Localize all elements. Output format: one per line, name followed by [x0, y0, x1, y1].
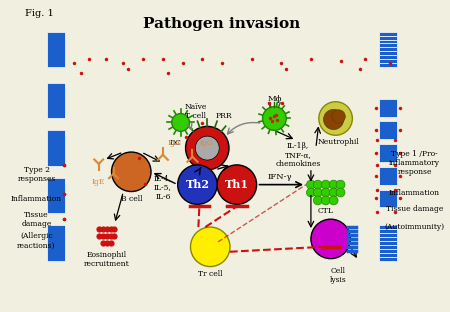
Text: Tissue damage: Tissue damage [386, 205, 443, 213]
Text: (Allergic
reactions): (Allergic reactions) [17, 232, 56, 250]
Text: B cell: B cell [121, 196, 142, 203]
Text: Inflammation: Inflammation [389, 188, 440, 197]
Circle shape [185, 126, 229, 170]
Text: DC: DC [170, 139, 182, 147]
Circle shape [313, 196, 322, 205]
Text: Pathogen invasion: Pathogen invasion [144, 17, 301, 31]
Bar [47, 130, 65, 166]
Text: Cell
lysis: Cell lysis [330, 266, 347, 284]
Bar [379, 225, 397, 261]
Text: Neutrophil: Neutrophil [318, 138, 360, 146]
Circle shape [178, 165, 217, 204]
Circle shape [112, 152, 151, 192]
Bar [379, 167, 397, 185]
Circle shape [336, 188, 345, 197]
Circle shape [311, 219, 351, 259]
Text: Naïve
T cell: Naïve T cell [184, 103, 207, 120]
Text: CTL: CTL [318, 207, 333, 215]
Bar [379, 190, 397, 207]
Circle shape [217, 165, 256, 204]
Text: Th1: Th1 [225, 179, 249, 190]
Circle shape [336, 180, 345, 189]
Circle shape [332, 110, 345, 123]
Circle shape [329, 180, 338, 189]
Text: Tissue
damage: Tissue damage [21, 211, 52, 228]
Text: IgG: IgG [199, 139, 213, 147]
Text: Type 2
responses: Type 2 responses [18, 166, 56, 183]
Bar [47, 178, 65, 213]
Text: IgA: IgA [168, 139, 181, 147]
Circle shape [313, 180, 322, 189]
Circle shape [262, 107, 286, 130]
Circle shape [329, 188, 338, 197]
Text: Th2: Th2 [185, 179, 209, 190]
Text: Type 1 /Pro-
inflammatory
response: Type 1 /Pro- inflammatory response [389, 150, 440, 176]
Bar [379, 144, 397, 162]
Bar [379, 32, 397, 67]
Circle shape [306, 180, 315, 189]
Circle shape [329, 196, 338, 205]
Text: Eosinophil
recruitment: Eosinophil recruitment [84, 251, 130, 268]
Circle shape [321, 180, 330, 189]
Circle shape [321, 188, 330, 197]
Circle shape [306, 188, 315, 197]
Bar [379, 121, 397, 139]
Circle shape [313, 188, 322, 197]
Circle shape [195, 136, 219, 160]
Text: Tr cell: Tr cell [198, 271, 222, 279]
Text: IFN-γ: IFN-γ [267, 173, 292, 181]
Circle shape [321, 196, 330, 205]
Bar [47, 225, 65, 261]
Text: IL-1β,
TNF-α,
chemokines: IL-1β, TNF-α, chemokines [275, 142, 321, 168]
Text: Mϕ: Mϕ [267, 95, 282, 103]
Text: IgE: IgE [92, 178, 105, 186]
Text: Fig. 1: Fig. 1 [25, 9, 54, 18]
Circle shape [172, 114, 189, 131]
Bar [47, 83, 65, 119]
Circle shape [324, 110, 344, 129]
Text: Inflammation: Inflammation [11, 195, 62, 203]
Circle shape [190, 227, 230, 266]
Bar [379, 99, 397, 116]
Text: IL-4,
IL-5,
IL-6: IL-4, IL-5, IL-6 [154, 174, 172, 201]
Text: (Autoimmunity): (Autoimmunity) [384, 223, 445, 231]
Text: PRR: PRR [215, 112, 232, 120]
Circle shape [319, 102, 352, 135]
Bar [47, 32, 65, 67]
